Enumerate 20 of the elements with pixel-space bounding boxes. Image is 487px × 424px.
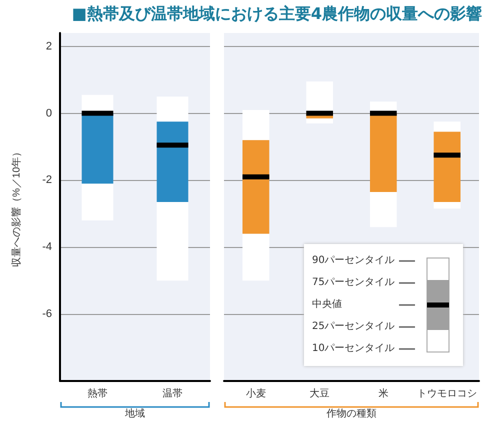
y-tick-label: -2 xyxy=(42,174,52,186)
y-tick-label: 0 xyxy=(46,107,52,120)
y-tick-label: 2 xyxy=(46,40,52,52)
annotation: 25パーセンタイル xyxy=(312,320,395,334)
x-tick-label: トウモロコシ xyxy=(417,388,478,400)
x-tick-label: 小麦 xyxy=(246,388,266,400)
x-tick-label: 熱帯 xyxy=(88,388,108,400)
y-axis-title: 収量への影響（%／10年） xyxy=(10,146,22,268)
x-tick-label: 大豆 xyxy=(310,388,330,400)
y-tick-label: -6 xyxy=(42,308,52,320)
annotation: 90パーセンタイル xyxy=(312,254,395,268)
x-axis-title: 作物の種類 xyxy=(326,408,376,420)
annotation: 75パーセンタイル xyxy=(312,276,395,290)
annotation: 中央値 xyxy=(312,298,343,312)
annotation: 10パーセンタイル xyxy=(312,342,395,356)
text: ■熱帯及び温帯地域における主要4農作物の収量への影響 xyxy=(70,4,482,25)
x-tick-label: 温帯 xyxy=(162,388,182,400)
x-tick-label: 米 xyxy=(378,388,388,400)
x-axis-title: 地域 xyxy=(124,408,145,420)
y-tick-label: -4 xyxy=(42,241,52,254)
